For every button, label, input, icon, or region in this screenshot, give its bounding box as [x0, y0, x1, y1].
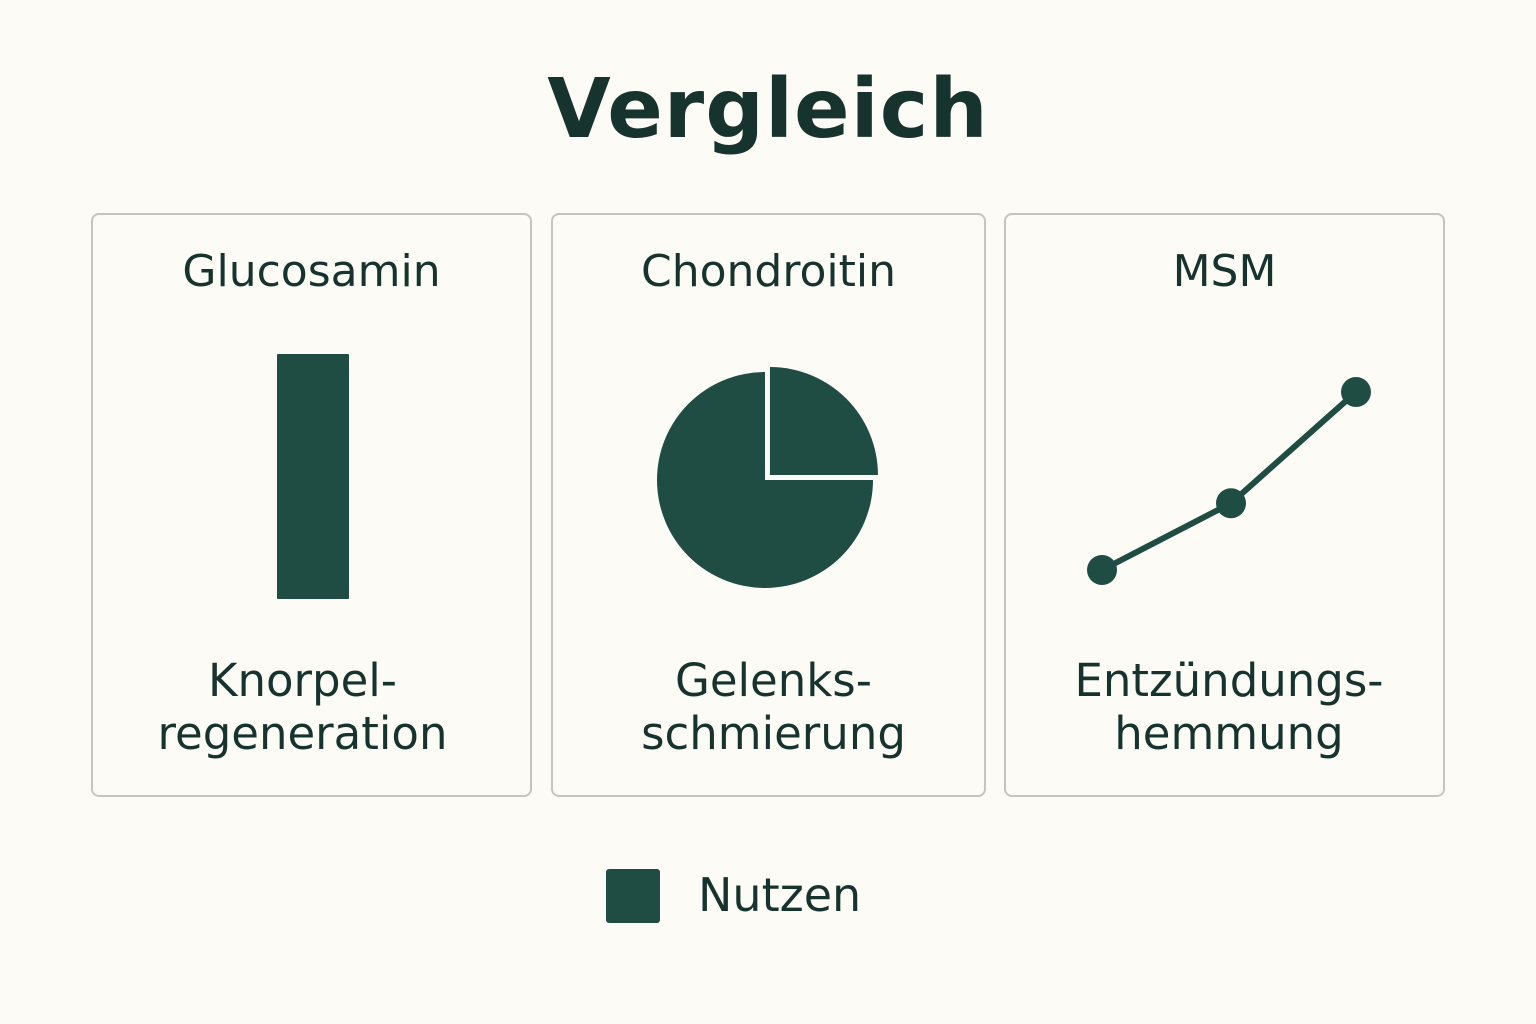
- line-point: [1341, 377, 1371, 407]
- pie-slice: [657, 372, 873, 588]
- card-label: Gelenks- schmierung: [556, 654, 991, 760]
- card-title: MSM: [1172, 246, 1277, 297]
- line-point: [1216, 488, 1246, 519]
- pie-slice: [769, 367, 878, 476]
- card-label: Knorpel- regeneration: [82, 654, 523, 760]
- label-line: regeneration: [157, 707, 448, 760]
- label-line: Gelenks-: [674, 654, 872, 707]
- label-line: schmierung: [641, 707, 906, 760]
- page-title: Vergleich: [547, 62, 989, 157]
- line-point: [1087, 555, 1117, 585]
- label-line: hemmung: [1114, 707, 1344, 760]
- label-line: Knorpel-: [207, 654, 398, 707]
- card-title: Chondroitin: [641, 246, 896, 297]
- card-title: Glucosamin: [182, 246, 441, 297]
- bar: [277, 354, 349, 599]
- line-series: [1100, 389, 1358, 573]
- card-label: Entzündungs- hemmung: [1004, 654, 1454, 760]
- legend-label: Nutzen: [698, 868, 862, 922]
- label-line: Entzündungs-: [1074, 654, 1384, 707]
- legend-swatch: [606, 869, 660, 923]
